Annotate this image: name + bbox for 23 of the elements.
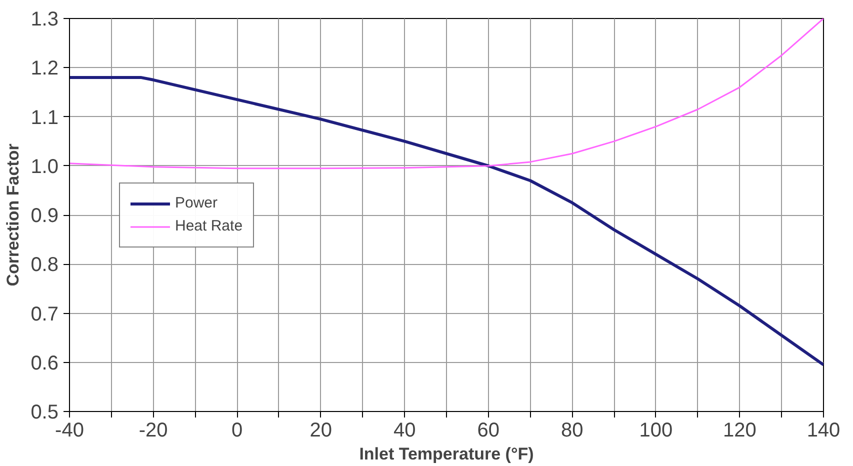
y-tick-label: 0.6: [30, 352, 59, 374]
y-tick-label: 1.0: [30, 156, 59, 178]
y-tick-label: 1.1: [30, 106, 59, 129]
x-tick-label: 80: [561, 420, 584, 442]
line-series: [70, 18, 824, 170]
legend-label: Power: [175, 194, 218, 212]
x-tick-label: 0: [231, 420, 243, 442]
y-tick-label: 1.3: [30, 8, 59, 30]
x-tick-label: 100: [639, 420, 673, 442]
y-tick-label: 0.7: [30, 303, 59, 326]
x-axis-title: Inlet Temperature (°F): [359, 444, 534, 464]
x-tick-label: 120: [723, 420, 756, 442]
y-tick-label: 1.2: [30, 58, 59, 80]
y-tick-label: 0.9: [30, 205, 59, 227]
x-tick-label: 40: [393, 420, 416, 442]
x-tick-label: 60: [477, 420, 500, 442]
y-axis-title: Correction Factor: [4, 143, 23, 286]
y-tick-label: 0.8: [30, 254, 59, 276]
x-tick-label: -20: [138, 420, 168, 442]
line-series: [70, 76, 824, 366]
x-tick-label: 140: [806, 420, 840, 442]
x-tick-label: 20: [310, 420, 332, 442]
legend-label: Heat Rate: [175, 218, 243, 234]
